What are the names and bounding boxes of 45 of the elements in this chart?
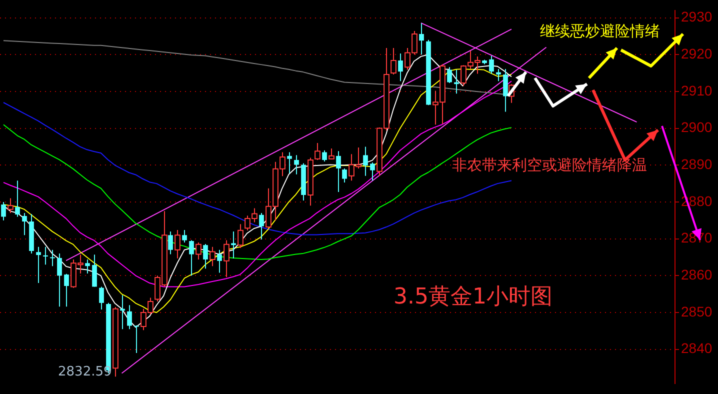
candlestick	[203, 243, 208, 270]
y-tick-label: 2890	[681, 156, 712, 172]
candlestick	[99, 286, 104, 310]
annotation: 继续恶炒避险情绪	[540, 22, 660, 40]
candlestick	[454, 69, 459, 94]
candlestick	[43, 246, 48, 266]
candlestick	[36, 246, 41, 284]
candlestick	[57, 253, 62, 308]
candlestick	[50, 249, 55, 267]
y-tick-label: 2920	[681, 45, 712, 62]
candlestick	[15, 180, 20, 218]
candlestick	[231, 230, 236, 259]
candlestick	[134, 324, 139, 354]
candlestick	[259, 212, 264, 240]
candlestick	[127, 304, 132, 330]
candlestick	[489, 55, 494, 74]
candlestick	[182, 229, 187, 243]
candlestick	[496, 68, 501, 82]
candlestick	[398, 53, 403, 82]
candlestick	[64, 273, 69, 308]
candlestick	[168, 230, 173, 255]
candlestick	[189, 240, 194, 276]
y-tick-label: 2910	[681, 82, 712, 98]
candlestick	[342, 168, 347, 183]
candlestick	[322, 150, 327, 162]
candlestick	[419, 22, 424, 56]
y-tick-label: 2850	[681, 303, 712, 320]
candlestick	[85, 258, 90, 274]
y-tick-label: 2930	[681, 8, 712, 25]
candlestick	[336, 150, 341, 193]
text: 3.5黄金1小时图	[394, 284, 552, 310]
candlestick	[503, 68, 508, 112]
candlestick	[1, 201, 6, 221]
candlestick	[287, 152, 292, 174]
y-tick-label: 2840	[681, 340, 712, 356]
candlestick	[363, 146, 368, 176]
candlestick	[294, 154, 299, 175]
candlestick	[217, 249, 222, 274]
y-tick-label: 2860	[681, 266, 712, 283]
candlestick	[22, 212, 27, 236]
candlestick	[92, 254, 97, 288]
candlestick	[370, 162, 375, 182]
y-tick-label: 2900	[681, 119, 712, 136]
candlestick	[447, 66, 452, 84]
annotation: 2832.59	[58, 364, 112, 380]
